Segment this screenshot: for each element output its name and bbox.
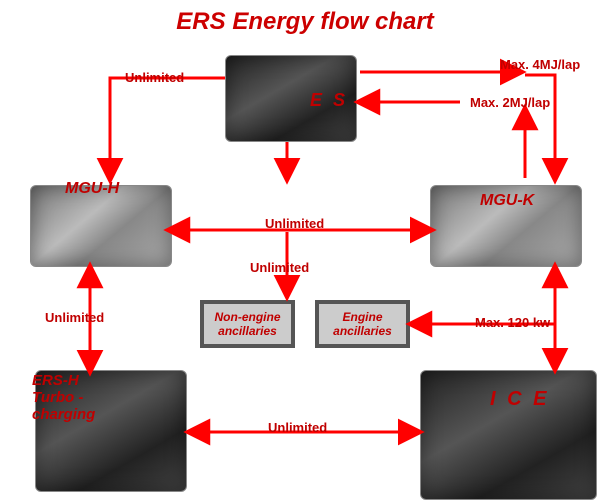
chart-title: ERS Energy flow chart [0,8,610,36]
node-ersh-label: ERS-H Turbo - charging [32,372,95,423]
edge-label: Unlimited [45,310,104,325]
edge-label: Unlimited [125,70,184,85]
edge-label: Unlimited [265,216,324,231]
edge-label: Unlimited [268,420,327,435]
node-nonea: Non-engine ancillaries [200,300,295,348]
edge-label: Max. 4MJ/lap [500,57,580,72]
node-ice-label: I C E [490,388,549,411]
node-es-label: E S [310,90,348,111]
edge-label: Unlimited [250,260,309,275]
node-ea: Engine ancillaries [315,300,410,348]
edge-label: Max. 2MJ/lap [470,95,550,110]
node-mguh-label: MGU-H [65,180,119,198]
edge-label: Max. 120 kw [475,315,550,330]
node-mguk-label: MGU-K [480,192,534,210]
